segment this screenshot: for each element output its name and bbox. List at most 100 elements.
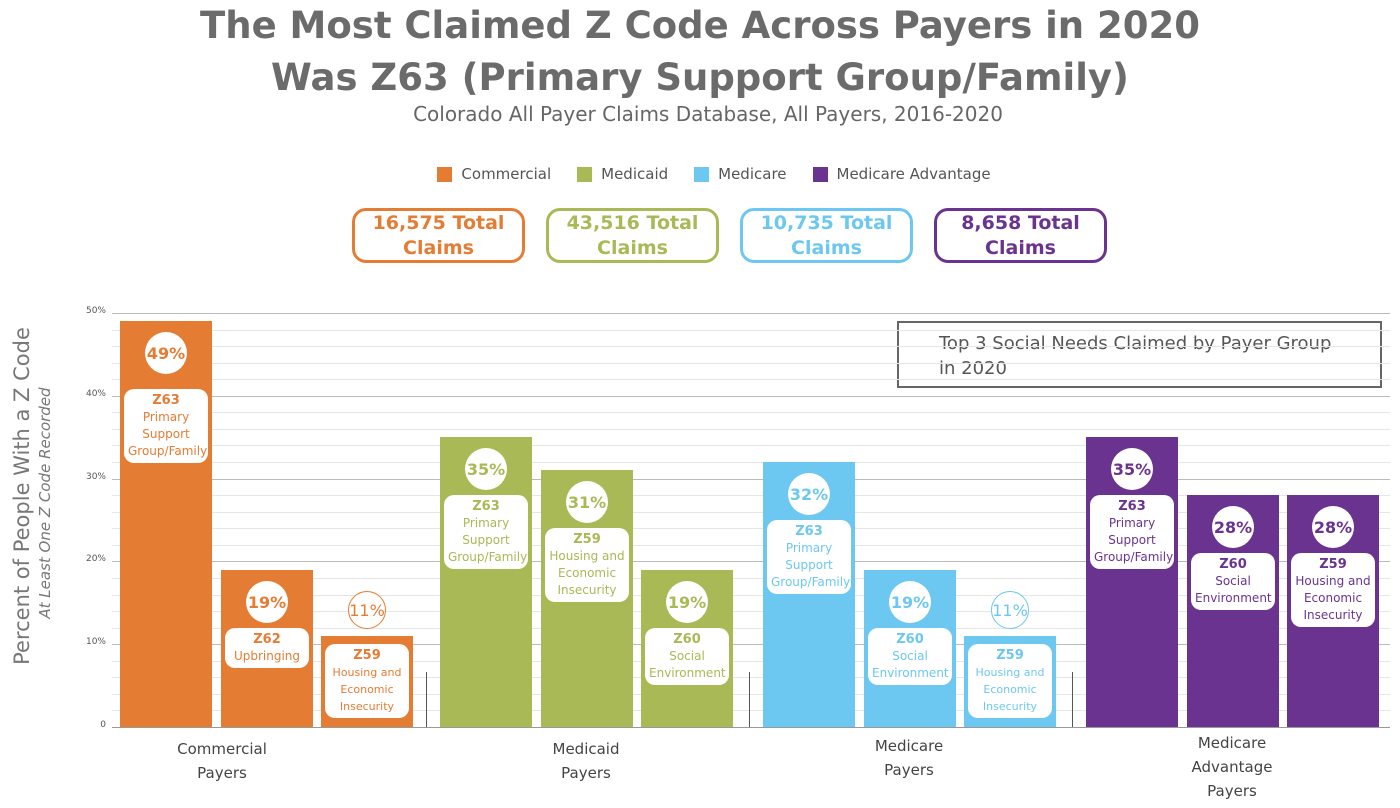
group-separator bbox=[426, 672, 427, 727]
gridline-minor bbox=[112, 545, 1390, 546]
chart-title: The Most Claimed Z Code Across Payers in… bbox=[200, 4, 1200, 99]
x-category-label-line: Payers bbox=[1207, 782, 1257, 800]
z-code: Z59 bbox=[353, 648, 381, 663]
legend-swatch bbox=[694, 166, 710, 182]
z-code-card: Z63 Primary Support Group/Family bbox=[124, 389, 208, 463]
x-category-label-line: Commercial bbox=[177, 740, 267, 758]
gridline-minor bbox=[112, 379, 1390, 380]
y-axis-sublabel: At Least One Z Code Recorded bbox=[36, 387, 54, 619]
x-category-label: Medicaid Payers bbox=[440, 737, 732, 785]
z-code: Z63 bbox=[152, 393, 180, 408]
gridline-minor bbox=[112, 578, 1390, 579]
x-category-label: Medicare Advantage Payers bbox=[1086, 731, 1378, 803]
y-axis-label: Percent of People With a Z Code bbox=[10, 327, 34, 665]
gridline-major bbox=[112, 727, 1390, 728]
gridline-minor bbox=[112, 429, 1390, 430]
legend-item: Commercial bbox=[437, 165, 551, 183]
z-code-card: Z60 Social Environment bbox=[868, 628, 952, 685]
legend: Commercial Medicaid Medicare Medicare Advan… bbox=[0, 165, 1400, 183]
x-category-label-line: Advantage bbox=[1191, 758, 1273, 776]
total-claims-row: 16,575 Total Claims 43,516 Total Claims 10… bbox=[352, 208, 1107, 263]
legend-label: Medicare Advantage bbox=[836, 165, 991, 183]
y-tick-label: 0 bbox=[100, 720, 106, 730]
y-tick-label: 10% bbox=[85, 637, 106, 648]
y-tick-label: 50% bbox=[85, 306, 106, 316]
legend-label: Medicaid bbox=[601, 165, 669, 183]
z-code-card: Z60 Social Environment bbox=[1191, 553, 1275, 610]
z-code: Z60 bbox=[673, 632, 701, 647]
gridline-major bbox=[112, 644, 1390, 645]
gridline-minor bbox=[112, 412, 1390, 413]
legend-item: Medicare bbox=[694, 165, 787, 183]
percent-label: 28% bbox=[1212, 506, 1254, 548]
z-code-card: Z63 Primary Support Group/Family bbox=[1090, 495, 1174, 569]
x-category-label: Medicare Payers bbox=[763, 734, 1055, 782]
total-claims-box: 8,658 Total Claims bbox=[934, 208, 1107, 263]
z-code-description: Primary Support Group/Family bbox=[771, 541, 851, 589]
z-code-description: Social Environment bbox=[872, 649, 949, 680]
legend-item: Medicaid bbox=[577, 165, 668, 183]
z-code-description: Housing and Economic Insecurity bbox=[549, 549, 625, 597]
gridline-minor bbox=[112, 445, 1390, 446]
percent-label: 49% bbox=[145, 332, 187, 374]
gridline-major bbox=[112, 313, 1390, 314]
z-code-description: Primary Support Group/Family bbox=[1094, 516, 1174, 564]
gridline-minor bbox=[112, 346, 1390, 347]
y-tick-label: 40% bbox=[85, 388, 106, 399]
total-claims-box: 16,575 Total Claims bbox=[352, 208, 525, 263]
z-code: Z60 bbox=[896, 632, 924, 647]
z-code-description: Housing and Economic Insecurity bbox=[975, 666, 1045, 713]
gridline-minor bbox=[112, 512, 1390, 513]
total-claims-box: 10,735 Total Claims bbox=[740, 208, 913, 263]
z-code: Z59 bbox=[1319, 557, 1347, 572]
z-code-description: Primary Support Group/Family bbox=[128, 410, 208, 458]
x-category-label-line: Payers bbox=[561, 764, 611, 782]
gridline-minor bbox=[112, 528, 1390, 529]
percent-label: 19% bbox=[246, 581, 288, 623]
z-code-card: Z59 Housing and Economic Insecurity bbox=[325, 644, 409, 718]
legend-swatch bbox=[577, 166, 593, 182]
z-code-card: Z63 Primary Support Group/Family bbox=[767, 520, 851, 594]
legend-swatch bbox=[437, 166, 453, 182]
percent-label: 31% bbox=[566, 481, 608, 523]
bar-commercial-z63 bbox=[120, 321, 212, 727]
x-category-label-line: Payers bbox=[884, 761, 934, 779]
gridline-minor bbox=[112, 694, 1390, 695]
z-code-description: Upbringing bbox=[233, 649, 301, 663]
percent-label: 11% bbox=[991, 591, 1029, 629]
gridline-minor bbox=[112, 330, 1390, 331]
y-tick-label: 30% bbox=[85, 471, 106, 482]
percent-label: 19% bbox=[666, 581, 708, 623]
percent-label: 32% bbox=[788, 473, 830, 515]
x-category-label-line: Payers bbox=[197, 764, 247, 782]
gridline-minor bbox=[112, 661, 1390, 662]
gridline-minor bbox=[112, 462, 1390, 463]
z-code-description: Social Environment bbox=[649, 649, 726, 680]
legend-label: Medicare bbox=[718, 165, 787, 183]
z-code: Z62 bbox=[253, 632, 281, 647]
z-code: Z59 bbox=[573, 532, 601, 547]
x-category-label-line: Medicaid bbox=[552, 740, 620, 758]
z-code: Z63 bbox=[795, 524, 823, 539]
z-code-card: Z59 Housing and Economic Insecurity bbox=[1291, 553, 1375, 627]
gridline-minor bbox=[112, 710, 1390, 711]
z-code-card: Z60 Social Environment bbox=[645, 628, 729, 685]
percent-label: 19% bbox=[889, 581, 931, 623]
percent-label: 35% bbox=[1111, 448, 1153, 490]
z-code-description: Social Environment bbox=[1195, 574, 1272, 605]
x-category-label-line: Medicare bbox=[1197, 734, 1267, 752]
z-code: Z63 bbox=[472, 499, 500, 514]
z-code-card: Z59 Housing and Economic Insecurity bbox=[968, 644, 1052, 718]
gridline-minor bbox=[112, 495, 1390, 496]
z-code-card: Z62 Upbringing bbox=[225, 628, 309, 668]
z-code: Z59 bbox=[996, 648, 1024, 663]
annotation-box: Top 3 Social Needs Claimed by Payer Grou… bbox=[897, 321, 1382, 388]
z-code-description: Housing and Economic Insecurity bbox=[332, 666, 402, 713]
z-code: Z60 bbox=[1219, 557, 1247, 572]
gridline-major bbox=[112, 561, 1390, 562]
gridline-minor bbox=[112, 677, 1390, 678]
legend-item: Medicare Advantage bbox=[812, 165, 991, 183]
percent-label: 11% bbox=[348, 591, 386, 629]
gridline-minor bbox=[112, 628, 1390, 629]
legend-label: Commercial bbox=[461, 165, 552, 183]
